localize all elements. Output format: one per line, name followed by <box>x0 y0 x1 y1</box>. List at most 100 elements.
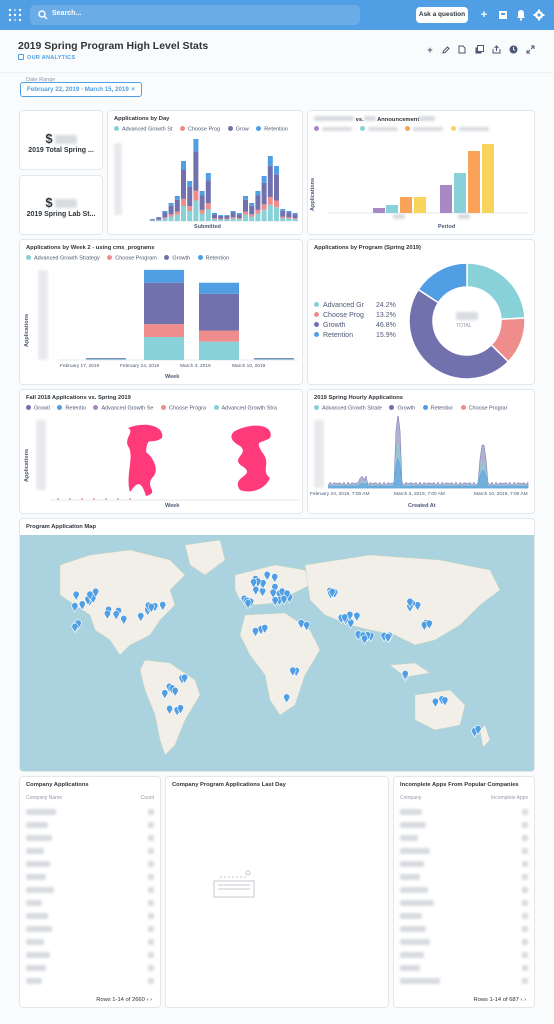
bar-segment[interactable] <box>254 359 294 360</box>
map-pin[interactable] <box>328 588 336 599</box>
revision-history-icon[interactable] <box>458 45 466 54</box>
bar-segment[interactable] <box>249 214 255 217</box>
map-pin[interactable] <box>86 590 94 601</box>
bar-segment[interactable] <box>168 216 174 222</box>
pie-slice[interactable] <box>466 262 526 321</box>
table-row[interactable] <box>400 924 528 934</box>
bar-segment[interactable] <box>261 209 267 221</box>
chart-card-hourly[interactable]: 2019 Spring Hourly Applications Advanced… <box>307 389 535 514</box>
bar-segment[interactable] <box>199 209 205 214</box>
map-pin[interactable] <box>271 573 279 584</box>
add-card-icon[interactable]: + <box>427 45 433 55</box>
map-pin[interactable] <box>271 596 279 607</box>
column-header[interactable]: Count <box>140 795 154 801</box>
table-row[interactable] <box>26 976 154 986</box>
legend-item[interactable]: Advanced Growth Strate <box>314 405 382 412</box>
collection-link[interactable]: OUR ANALYTICS <box>18 54 75 61</box>
bar-segment[interactable] <box>150 219 155 221</box>
bar-segment[interactable] <box>193 200 199 222</box>
next-page-icon[interactable]: › <box>150 997 152 1003</box>
bar-segment[interactable] <box>280 216 286 218</box>
bar-segment[interactable] <box>292 213 298 215</box>
map-pin[interactable] <box>171 686 179 698</box>
legend-item[interactable]: Advanced Growth Stra <box>213 405 277 412</box>
table-row[interactable] <box>26 820 154 830</box>
bar-segment[interactable] <box>280 209 286 211</box>
table-row[interactable] <box>400 859 528 869</box>
bar-segment[interactable] <box>144 269 184 283</box>
world-map[interactable] <box>20 535 535 772</box>
bar-segment[interactable] <box>193 151 199 191</box>
bar-segment[interactable] <box>286 211 292 213</box>
map-pin[interactable] <box>303 621 311 632</box>
bar-segment[interactable] <box>144 282 184 325</box>
table-row[interactable] <box>26 963 154 973</box>
legend-item[interactable]: Retentior <box>422 405 453 412</box>
bar-segment[interactable] <box>292 219 298 221</box>
bar-segment[interactable] <box>218 219 224 222</box>
bar-segment[interactable] <box>205 180 211 204</box>
bar-segment[interactable] <box>236 213 242 215</box>
bar-segment[interactable] <box>187 206 193 211</box>
bar-segment[interactable] <box>249 216 255 222</box>
chart-card-apps-by-day[interactable]: Applications by Day Advanced Growth St C… <box>107 110 303 235</box>
map-pin[interactable] <box>263 570 271 582</box>
bar-segment[interactable] <box>168 203 174 206</box>
bar-segment[interactable] <box>261 176 267 183</box>
metabase-logo-icon[interactable] <box>8 8 22 22</box>
map-pin[interactable] <box>361 634 369 645</box>
fullscreen-icon[interactable] <box>526 45 535 54</box>
bar-segment[interactable] <box>168 205 174 215</box>
legend-item[interactable] <box>314 126 352 133</box>
map-pin[interactable] <box>252 585 260 596</box>
bar-segment[interactable] <box>267 196 273 205</box>
bar-segment[interactable] <box>212 218 217 219</box>
column-header[interactable]: Incomplete Apps <box>491 795 528 801</box>
chart-card-fall-vs-spring[interactable]: Fall 2018 Applications vs. Spring 2019 G… <box>19 389 303 514</box>
bar-segment[interactable] <box>205 173 211 181</box>
plus-icon[interactable]: + <box>480 9 488 21</box>
map-pin[interactable] <box>252 627 259 638</box>
bar-segment[interactable] <box>255 195 261 210</box>
map-pin[interactable] <box>103 609 111 621</box>
map-pin[interactable] <box>353 611 361 623</box>
table-row[interactable] <box>26 872 154 882</box>
legend-item[interactable]: Growth <box>164 255 190 262</box>
legend-item[interactable]: Choose Progra <box>160 405 206 412</box>
pie-slice[interactable] <box>417 262 468 304</box>
bar-segment[interactable] <box>286 212 292 218</box>
legend-item[interactable]: Choose Prograr <box>460 405 507 412</box>
legend-item[interactable]: Advanced Growth St <box>114 126 172 133</box>
reference-icon[interactable] <box>496 8 510 22</box>
legend-row[interactable]: Advanced Gr 24.2% <box>314 302 404 312</box>
table-row[interactable] <box>400 872 528 882</box>
map-pin[interactable] <box>431 697 439 708</box>
scalar-card-total-spring[interactable]: $ 2019 Total Spring ... <box>19 110 103 170</box>
table-row[interactable] <box>400 807 528 817</box>
map-card[interactable]: Program Application Map <box>19 518 535 772</box>
bar-segment[interactable] <box>243 211 248 215</box>
bar-segment[interactable] <box>181 161 186 170</box>
chart-card-apps-vs-announcement[interactable]: vs. Announcement Applications Period <box>307 110 535 235</box>
bar-segment[interactable] <box>274 207 279 221</box>
map-pin[interactable] <box>341 613 349 624</box>
legend-row[interactable]: Retention 15.9% <box>314 332 404 342</box>
bar-segment[interactable] <box>193 139 199 152</box>
map-pin[interactable] <box>147 603 155 614</box>
legend-item[interactable]: Retentio <box>57 405 86 412</box>
bar-segment[interactable] <box>243 199 248 212</box>
bar-segment[interactable] <box>205 203 211 209</box>
table-row[interactable] <box>400 963 528 973</box>
next-page-icon[interactable]: › <box>524 997 526 1003</box>
map-pin[interactable] <box>406 597 414 608</box>
bar-segment[interactable] <box>174 214 180 221</box>
map-pin[interactable] <box>289 666 297 677</box>
bar-segment[interactable] <box>212 219 217 221</box>
chart-card-apps-by-program[interactable]: Applications by Program (Spring 2019) Ad… <box>307 239 535 385</box>
bar-segment[interactable] <box>274 174 279 201</box>
table-card-incomplete[interactable]: Incomplete Apps From Popular Companies C… <box>393 776 535 1008</box>
table-row[interactable] <box>400 833 528 843</box>
bar-segment[interactable] <box>218 215 224 216</box>
prev-page-icon[interactable]: ‹ <box>146 997 149 1003</box>
column-header[interactable]: Company <box>400 795 422 801</box>
